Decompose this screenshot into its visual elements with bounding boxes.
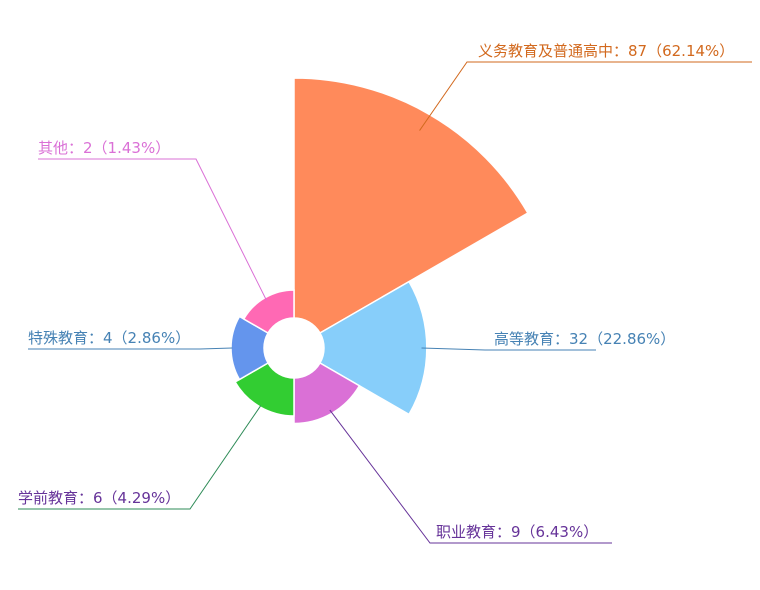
- slice-label-4: 特殊教育：4（2.86%）: [28, 329, 190, 347]
- slice-label-0: 义务教育及普通高中：87（62.14%）: [478, 42, 734, 60]
- slice-label-1: 高等教育：32（22.86%）: [494, 330, 675, 348]
- slices-group: [230, 77, 529, 425]
- slice-label-3: 学前教育：6（4.29%）: [18, 489, 180, 507]
- slice-3[interactable]: [234, 361, 295, 417]
- leader-line-3: [18, 405, 262, 510]
- center-hole: [264, 318, 324, 378]
- leader-line-0: [419, 61, 752, 131]
- slice-label-2: 职业教育：9（6.43%）: [436, 523, 598, 541]
- leader-line-2: [329, 409, 612, 544]
- leaders-group: [18, 61, 752, 544]
- leader-line-5: [38, 158, 267, 301]
- leader-line-1: [421, 347, 596, 351]
- slice-2[interactable]: [293, 361, 361, 425]
- slice-label-5: 其他：2（1.43%）: [38, 139, 170, 157]
- labels-group: 义务教育及普通高中：87（62.14%） 高等教育：32（22.86%） 职业教育：…: [18, 42, 734, 541]
- leader-line-4: [28, 347, 233, 350]
